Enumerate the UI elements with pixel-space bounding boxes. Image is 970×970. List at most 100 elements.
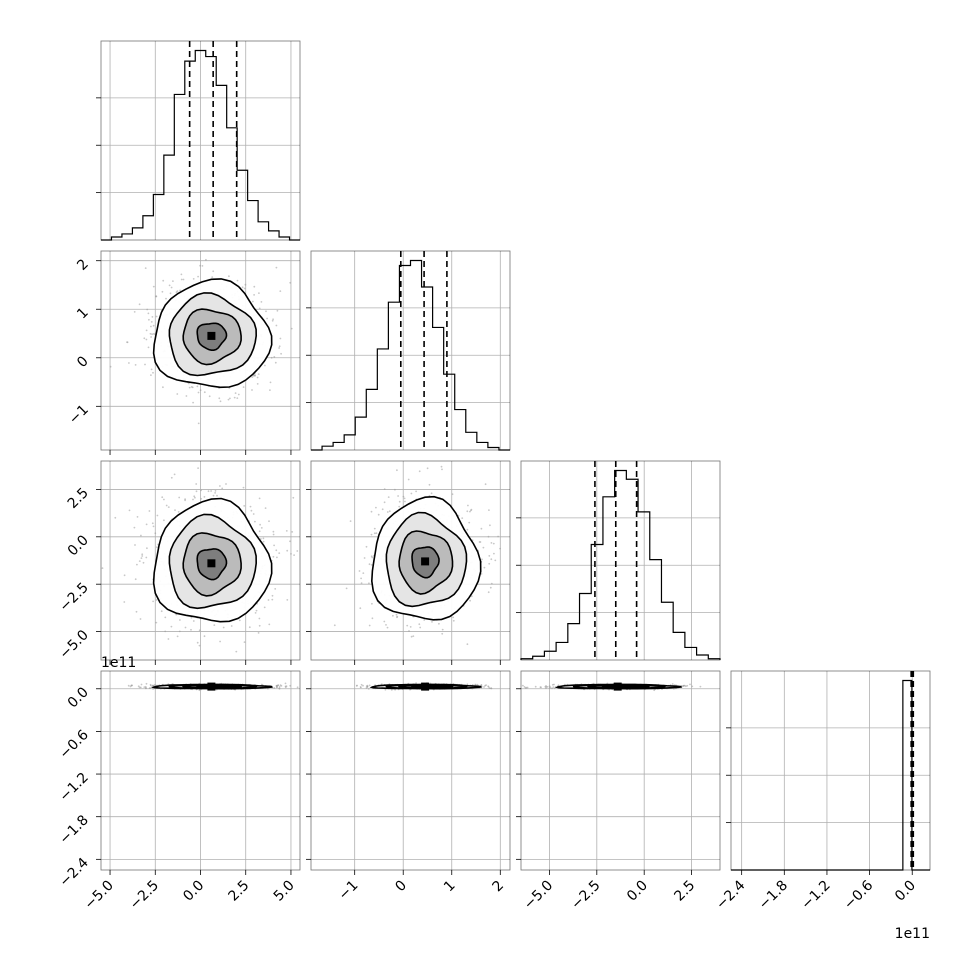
scatter-point — [286, 549, 289, 552]
scatter-point — [139, 618, 142, 620]
scatter-point — [271, 594, 274, 597]
scatter-panel-r4-c3 — [516, 670, 721, 875]
scatter-point — [258, 617, 261, 620]
scatter-point — [280, 352, 282, 355]
scatter-point — [221, 487, 224, 490]
panel-frame — [100, 250, 301, 451]
scatter-point — [126, 341, 128, 343]
scatter-point — [190, 386, 193, 388]
scatter-point — [160, 610, 163, 613]
scatter-point — [165, 504, 168, 507]
density-peak — [207, 331, 216, 340]
scatter-point — [271, 598, 274, 601]
scatter-point — [148, 318, 150, 321]
scatter-point — [155, 599, 158, 601]
scatter-point — [133, 311, 136, 313]
scatter-point — [170, 625, 173, 628]
scatter-point — [203, 635, 206, 638]
scatter-point — [410, 492, 413, 495]
scatter-point — [185, 395, 188, 397]
scatter-point — [164, 630, 167, 633]
scatter-point — [230, 625, 233, 627]
scatter-point — [241, 286, 244, 289]
scatter-point — [404, 500, 406, 503]
scatter-point — [254, 612, 257, 614]
scatter-point — [179, 619, 181, 621]
scatter-point — [184, 626, 187, 629]
scatter-point — [262, 537, 265, 540]
scatter-point — [152, 324, 155, 327]
scatter-point — [236, 397, 239, 399]
scatter-point — [194, 228, 196, 230]
scatter-point — [219, 485, 221, 487]
scatter-point — [290, 327, 293, 330]
scatter-point — [489, 524, 491, 527]
scatter-point — [490, 558, 493, 561]
scatter-point — [145, 329, 148, 332]
scatter-point — [291, 531, 294, 533]
scatter-point — [385, 624, 387, 626]
scatter-point — [244, 283, 247, 286]
scatter-point — [146, 547, 148, 550]
panel-frame — [520, 460, 721, 661]
scatter-point — [415, 490, 417, 493]
scatter-point — [278, 687, 281, 689]
density-peak — [421, 557, 430, 566]
scatter-point — [203, 496, 206, 498]
scatter-point — [205, 258, 207, 261]
scatter-point — [136, 516, 139, 518]
scatter-point — [243, 641, 246, 643]
scatter-point — [255, 609, 258, 612]
scatter-point — [392, 614, 394, 617]
scatter-point — [152, 600, 155, 603]
scatter-panel-r4-c2 — [306, 670, 511, 875]
scatter-point — [258, 307, 261, 310]
scatter-point — [242, 486, 245, 489]
scatter-point — [466, 643, 469, 646]
scatter-point — [494, 559, 497, 562]
scatter-point — [512, 530, 514, 532]
scatter-point — [123, 601, 126, 603]
scatter-point — [169, 292, 172, 295]
scatter-point — [365, 545, 368, 548]
scatter-point — [381, 508, 384, 511]
scatter-panel-r3-c2 — [306, 460, 514, 671]
scatter-point — [368, 582, 370, 585]
scatter-point — [482, 546, 485, 549]
scatter-point — [151, 333, 154, 336]
scatter-point — [367, 688, 370, 690]
scatter-point — [375, 532, 378, 535]
scatter-point — [345, 587, 348, 590]
scatter-point — [489, 586, 492, 589]
scatter-point — [197, 467, 200, 469]
scatter-point — [490, 582, 493, 585]
scatter-point — [127, 684, 130, 687]
scatter-point — [451, 493, 454, 496]
scatter-point — [488, 509, 490, 511]
scatter-point — [441, 632, 444, 635]
scatter-point — [264, 507, 267, 509]
scatter-point — [396, 469, 398, 472]
scatter-point — [406, 624, 409, 627]
scatter-point — [260, 301, 263, 303]
scatter-point — [180, 273, 183, 276]
scatter-point — [238, 619, 241, 622]
scatter-point — [128, 509, 131, 512]
scatter-point — [418, 470, 421, 473]
panel-frame — [100, 460, 301, 661]
scatter-panel-r2-c1 — [96, 228, 301, 455]
panel-frame — [310, 250, 511, 451]
scatter-point — [370, 564, 373, 566]
scatter-point — [397, 495, 399, 497]
scatter-point — [162, 279, 165, 282]
scatter-point — [371, 669, 373, 671]
scatter-point — [178, 496, 181, 499]
scatter-point — [192, 401, 195, 404]
scatter-point — [142, 561, 145, 564]
scatter-point — [466, 510, 469, 513]
scatter-point — [101, 567, 104, 569]
scatter-point — [175, 291, 178, 294]
scatter-point — [362, 684, 364, 687]
scatter-point — [474, 683, 477, 686]
scatter-point — [403, 497, 406, 500]
